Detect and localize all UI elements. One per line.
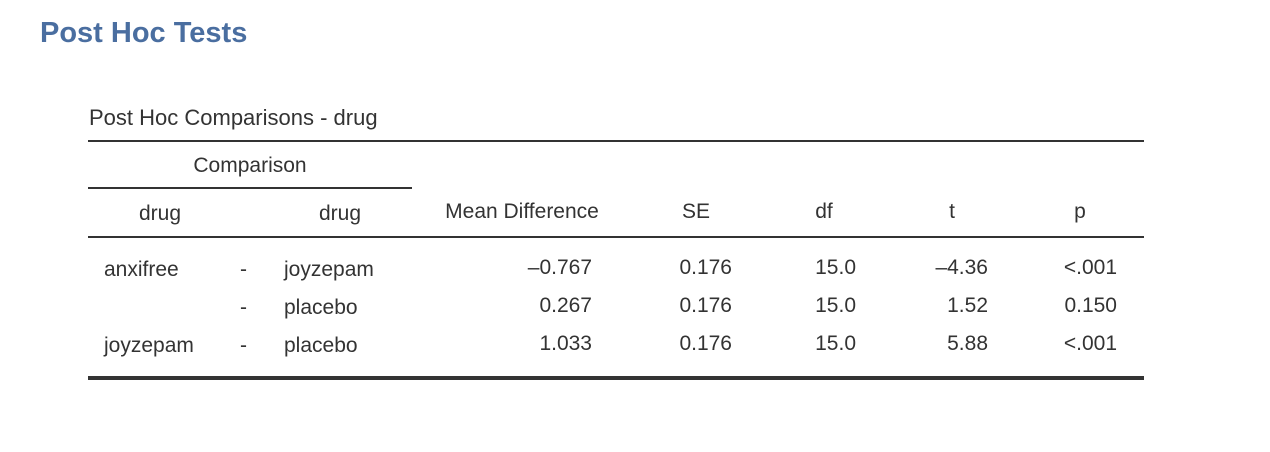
header-t: t — [949, 200, 955, 223]
row-2-drug-2: placebo — [284, 296, 358, 319]
row-2-mean-difference: 0.267 — [539, 294, 592, 317]
row-2-t: 1.52 — [947, 294, 988, 317]
header-mean-difference: Mean Difference — [445, 200, 599, 223]
row-1-se: 0.176 — [679, 256, 732, 279]
table-top-rule — [88, 140, 1144, 142]
row-3-mean-difference: 1.033 — [539, 332, 592, 355]
row-3-t: 5.88 — [947, 332, 988, 355]
row-3-drug-2: placebo — [284, 334, 358, 357]
row-2-p: 0.150 — [1064, 294, 1117, 317]
row-1-df: 15.0 — [815, 256, 856, 279]
header-p: p — [1074, 200, 1086, 223]
comparison-group-header: Comparison — [193, 154, 307, 177]
section-title: Post Hoc Tests — [40, 17, 248, 49]
header-df: df — [815, 200, 833, 223]
row-3-separator: - — [240, 334, 247, 357]
row-3-df: 15.0 — [815, 332, 856, 355]
row-2-se: 0.176 — [679, 294, 732, 317]
row-1-p: <.001 — [1063, 256, 1117, 279]
row-1-drug-1: anxifree — [104, 258, 179, 281]
comparison-group-rule — [88, 187, 412, 189]
row-1-mean-difference: –0.767 — [527, 256, 592, 279]
row-1-separator: - — [240, 258, 247, 281]
row-1-drug-2: joyzepam — [284, 258, 374, 281]
row-2-df: 15.0 — [815, 294, 856, 317]
table-title: Post Hoc Comparisons - drug — [89, 105, 378, 130]
row-1-t: –4.36 — [935, 256, 988, 279]
row-3-drug-1: joyzepam — [104, 334, 194, 357]
row-3-p: <.001 — [1063, 332, 1117, 355]
header-se: SE — [681, 200, 711, 223]
header-bottom-rule — [88, 236, 1144, 238]
table-bottom-rule — [88, 376, 1144, 380]
row-3-se: 0.176 — [679, 332, 732, 355]
row-2-separator: - — [240, 296, 247, 319]
header-drug-2: drug — [318, 202, 362, 225]
header-drug-1: drug — [138, 202, 182, 225]
